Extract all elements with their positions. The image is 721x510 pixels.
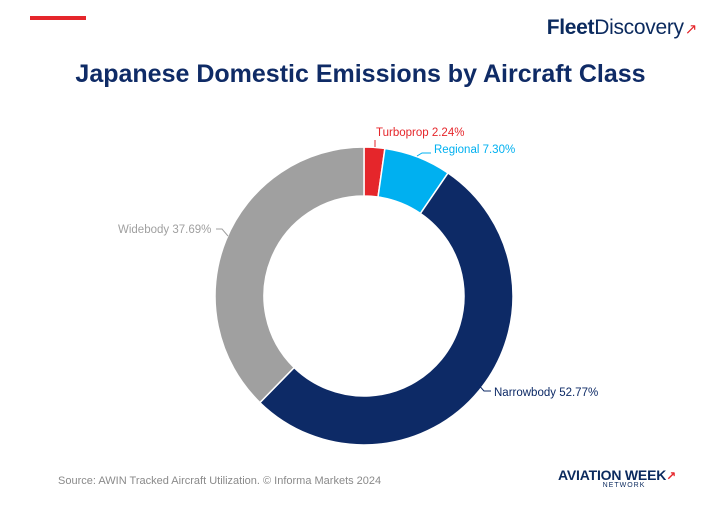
source-note: Source: AWIN Tracked Aircraft Utilizatio… xyxy=(58,475,382,487)
label-turboprop: Turboprop 2.24% xyxy=(376,127,464,139)
leader-narrowbody xyxy=(475,381,491,392)
fleet-discovery-logo: FleetDiscovery↗ xyxy=(546,16,698,40)
logo-line2: NETWORK xyxy=(602,482,646,489)
leader-regional xyxy=(416,152,431,157)
chart-title: Japanese Domestic Emissions by Aircraft … xyxy=(75,60,646,88)
logo-line1: AVIATION WEEK xyxy=(558,467,667,483)
leader-widebody xyxy=(216,228,229,237)
slice-narrowbody xyxy=(258,171,514,446)
label-narrowbody: Narrowbody 52.77% xyxy=(494,387,598,399)
slice-widebody xyxy=(214,146,365,404)
label-regional: Regional 7.30% xyxy=(434,144,515,156)
brand-part1: Fleet xyxy=(546,16,595,39)
swoosh-icon: ↗ xyxy=(684,21,698,38)
brand-part2: Discovery xyxy=(594,16,684,39)
accent-bar xyxy=(30,16,86,20)
aviation-week-logo: AVIATION WEEK↗ NETWORK xyxy=(552,467,682,489)
logo-tick-icon: ↗ xyxy=(666,469,676,483)
label-widebody: Widebody 37.69% xyxy=(118,224,211,236)
